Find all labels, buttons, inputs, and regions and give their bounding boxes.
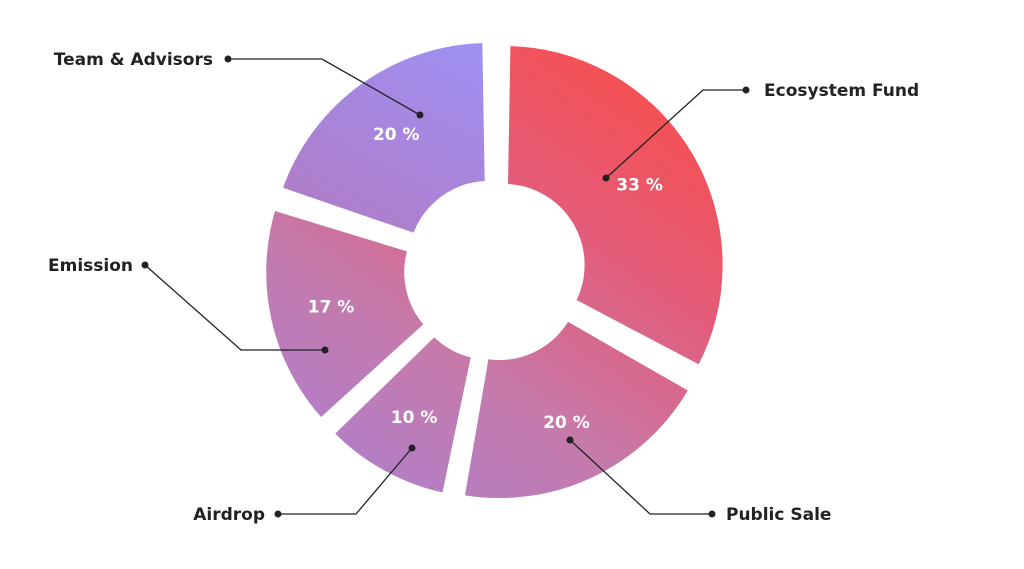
- outer-dot-ecosystem-fund: [742, 86, 750, 94]
- leader-line-ecosystem-fund: [605, 89, 746, 179]
- outer-dot-airdrop: [274, 510, 282, 518]
- inner-dot-team-and-advisors: [416, 111, 424, 119]
- outer-dot-public-sale: [708, 510, 716, 518]
- slice-shape-team-and-advisors: [276, 36, 491, 240]
- slice-team-and-advisors: [276, 36, 491, 240]
- category-label-ecosystem-fund: Ecosystem Fund: [764, 81, 919, 101]
- value-label-emission: 17 %: [308, 298, 355, 318]
- slice-ecosystem-fund: [501, 39, 729, 372]
- slice-shape-emission: [260, 204, 431, 425]
- inner-dot-ecosystem-fund: [602, 174, 610, 182]
- inner-dot-public-sale: [566, 436, 574, 444]
- value-label-public-sale: 20 %: [543, 413, 590, 433]
- callout-airdrop: Airdrop: [193, 444, 416, 525]
- leader-line-airdrop: [278, 447, 413, 515]
- category-label-emission: Emission: [48, 256, 133, 276]
- leader-line-public-sale: [569, 439, 712, 515]
- callout-emission: Emission: [48, 256, 329, 354]
- slice-emission: [260, 204, 431, 425]
- slice-public-sale: [458, 314, 695, 505]
- category-label-team-and-advisors: Team & Advisors: [54, 50, 213, 70]
- callout-ecosystem-fund: Ecosystem Fund: [602, 81, 919, 182]
- inner-dot-emission: [321, 346, 329, 354]
- value-label-ecosystem-fund: 33 %: [616, 175, 663, 195]
- slice-shape-ecosystem-fund: [501, 39, 729, 372]
- slices-layer: 33 % 20 % 10 % 17 % 20 %: [260, 36, 729, 505]
- inner-dot-airdrop: [408, 444, 416, 452]
- category-label-airdrop: Airdrop: [193, 505, 265, 525]
- category-label-public-sale: Public Sale: [726, 505, 831, 525]
- slice-shape-public-sale: [458, 314, 695, 505]
- leader-line-emission: [144, 264, 325, 351]
- slice-shape-airdrop: [328, 330, 478, 500]
- callouts-layer: Ecosystem Fund Public Sale Airdrop Emission…: [48, 50, 919, 525]
- leader-line-team-and-advisors: [228, 58, 421, 116]
- value-label-team-and-advisors: 20 %: [373, 125, 420, 145]
- callout-team-and-advisors: Team & Advisors: [54, 50, 424, 119]
- outer-dot-team-and-advisors: [224, 55, 232, 63]
- callout-public-sale: Public Sale: [566, 436, 831, 525]
- value-label-airdrop: 10 %: [391, 408, 438, 428]
- slice-airdrop: [328, 330, 478, 500]
- outer-dot-emission: [141, 261, 149, 269]
